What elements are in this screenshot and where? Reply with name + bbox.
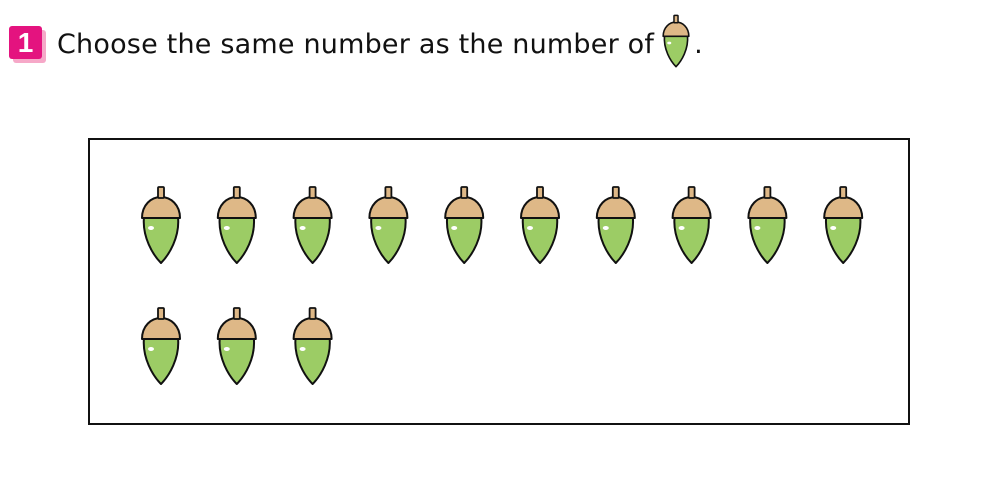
acorn-icon <box>662 14 690 68</box>
acorn-icon <box>520 186 560 264</box>
acorn-group <box>141 186 864 385</box>
acorn-icon <box>292 307 333 385</box>
question-number: 1 <box>9 26 42 59</box>
acorn-icon <box>141 307 181 385</box>
acorn-icon <box>141 186 181 264</box>
acorn-icon <box>595 186 636 264</box>
question-header: 1 Choose the same number as the number o… <box>9 14 703 72</box>
acorn-icon <box>747 186 788 264</box>
question-period: . <box>694 28 703 60</box>
acorn-icon <box>444 186 485 264</box>
acorn-icon <box>671 186 712 264</box>
acorn-icon <box>368 186 409 264</box>
acorn-icon <box>823 186 864 264</box>
acorn-icon <box>216 186 257 264</box>
acorn-icon <box>216 307 257 385</box>
acorn-icon <box>292 186 333 264</box>
question-number-badge: 1 <box>9 26 46 63</box>
acorn-count-box <box>88 138 910 425</box>
question-text: Choose the same number as the number of <box>57 28 655 60</box>
